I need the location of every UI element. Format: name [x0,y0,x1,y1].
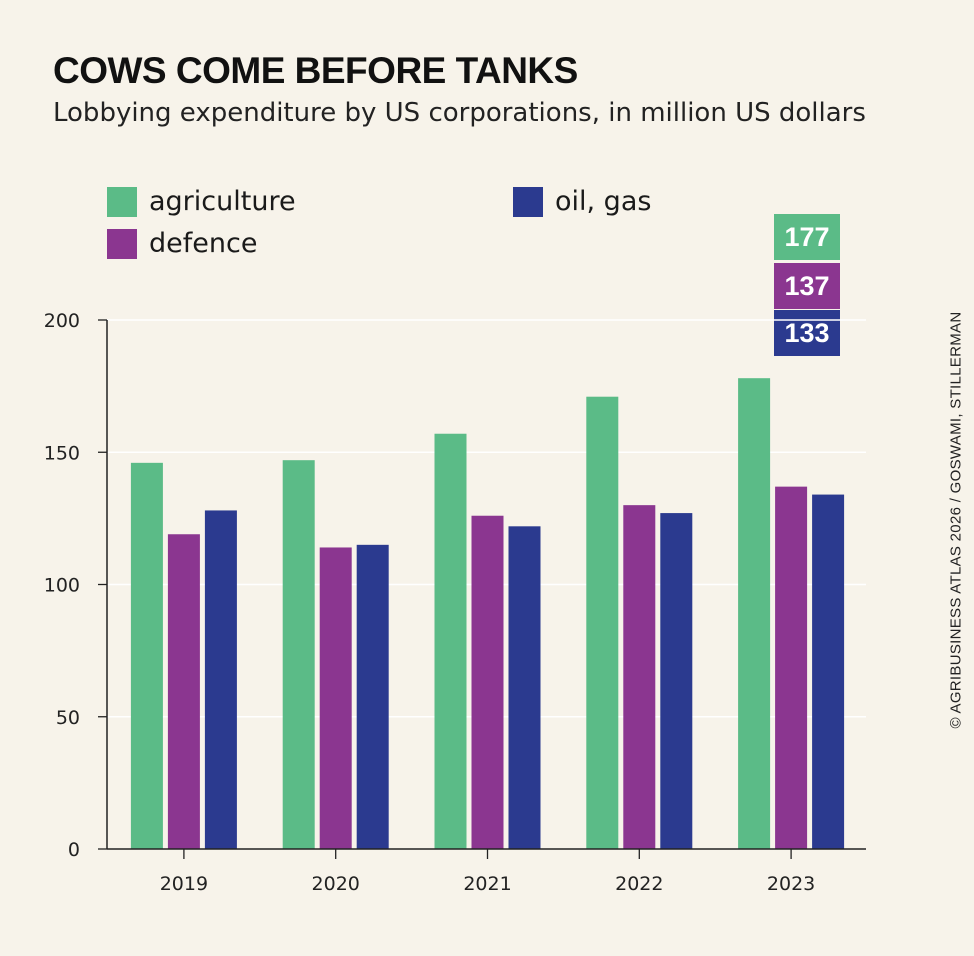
y-tick-label: 0 [68,839,80,861]
legend-label-defence: defence [149,228,258,259]
bar-agriculture-2020 [282,460,315,849]
x-tick-label: 2021 [463,873,511,895]
x-tick-label: 2020 [312,873,360,895]
bar-agriculture-2019 [130,462,163,849]
callout-defence: 137 [774,263,840,309]
bar-oil-gas-2022 [660,513,693,849]
bar-oil-gas-2020 [356,544,389,849]
legend-agriculture: agriculture [107,186,296,217]
bar-agriculture-2022 [586,396,619,849]
legend-label-oil-gas: oil, gas [555,186,652,217]
x-tick-label: 2019 [160,873,208,895]
bar-agriculture-2023 [738,378,771,849]
callout-agriculture: 177 [774,214,840,260]
y-tick-label: 200 [44,310,80,332]
bar-defence-2019 [167,534,200,849]
bar-oil-gas-2021 [508,526,541,849]
chart-subtitle: Lobbying expenditure by US corporations,… [53,98,866,128]
bar-defence-2023 [775,486,808,849]
x-tick-label: 2022 [615,873,663,895]
bar-defence-2020 [319,547,352,849]
bar-oil-gas-2023 [812,494,845,849]
chart-title: COWS COME BEFORE TANKS [53,50,578,91]
legend-oil-gas: oil, gas [513,186,651,217]
y-tick-label: 50 [56,707,80,729]
bar-oil-gas-2019 [204,510,237,849]
bar-defence-2022 [623,505,656,849]
callout-oil-gas: 133 [774,310,840,356]
legend-defence: defence [107,228,257,259]
legend-label-agriculture: agriculture [149,186,296,217]
bar-defence-2021 [471,515,504,849]
bar-agriculture-2021 [434,433,467,849]
credit-line: © AGRIBUSINESS ATLAS 2026 / GOSWAMI, STI… [947,311,965,729]
legend-swatch-defence [107,228,137,259]
x-tick-label: 2023 [767,873,815,895]
legend-swatch-oil-gas [513,186,543,217]
y-tick-label: 150 [44,442,80,464]
y-tick-label: 100 [44,575,80,597]
legend-swatch-agriculture [107,186,137,217]
